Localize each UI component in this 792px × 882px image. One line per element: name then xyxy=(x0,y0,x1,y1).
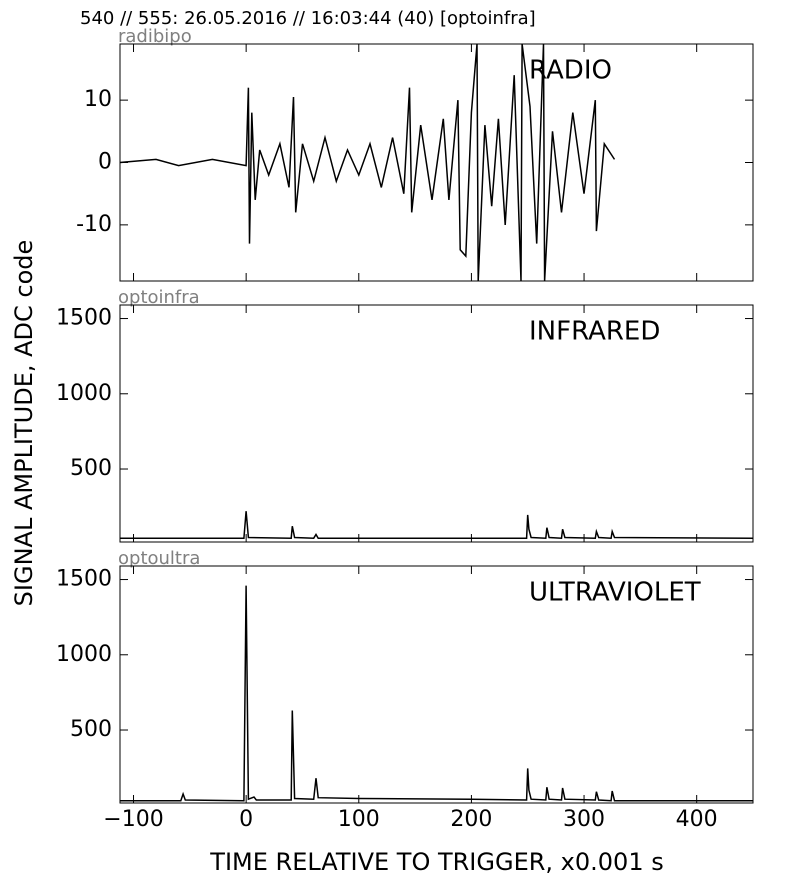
y-tick-label: 500 xyxy=(70,717,112,742)
annotation: ULTRAVIOLET xyxy=(529,578,701,608)
x-tick-label: 0 xyxy=(239,807,253,832)
y-tick-label: 500 xyxy=(70,456,112,481)
x-tick-label: 300 xyxy=(563,807,605,832)
signal-line xyxy=(120,511,753,539)
y-tick-label: 1000 xyxy=(56,642,112,667)
signal-line xyxy=(120,585,753,802)
plot-frame xyxy=(119,43,754,282)
panel-label: optoultra xyxy=(118,548,200,569)
y-tick-label: 1500 xyxy=(56,306,112,331)
x-tick-label: −100 xyxy=(103,807,163,832)
plot-frame xyxy=(119,304,754,543)
signal-line xyxy=(120,44,616,281)
x-tick-label: 400 xyxy=(676,807,718,832)
panel-label: radibipo xyxy=(118,26,192,47)
figure-title: 540 // 555: 26.05.2016 // 16:03:44 (40) … xyxy=(80,8,536,29)
y-tick-label: 0 xyxy=(98,150,112,175)
y-tick-label: 1500 xyxy=(56,567,112,592)
x-axis-label: TIME RELATIVE TO TRIGGER, x0.001 s xyxy=(209,848,663,876)
annotation: RADIO xyxy=(529,56,612,86)
panel-label: optoinfra xyxy=(118,287,200,308)
y-tick-label: -10 xyxy=(76,212,112,237)
annotation: INFRARED xyxy=(529,317,660,347)
y-axis-label: SIGNAL AMPLITUDE, ADC code xyxy=(10,240,38,607)
x-tick-label: 200 xyxy=(450,807,492,832)
y-tick-label: 10 xyxy=(84,87,112,112)
plot-frame xyxy=(119,565,754,804)
y-tick-label: 1000 xyxy=(56,381,112,406)
x-tick-label: 100 xyxy=(338,807,380,832)
